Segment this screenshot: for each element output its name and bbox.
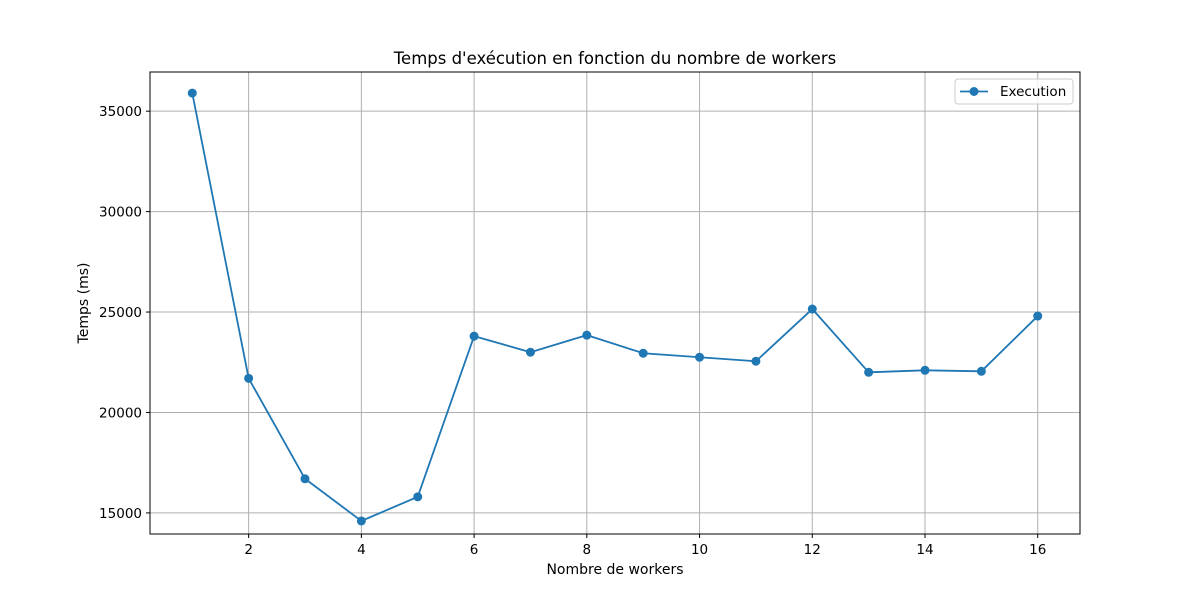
data-point: [751, 356, 761, 366]
x-tick-label: 10: [691, 542, 708, 558]
x-axis-ticks: 2 4 6 8 10 12 14 16: [244, 534, 1046, 558]
y-tick-label: 25000: [99, 305, 142, 321]
data-point: [1033, 311, 1043, 321]
data-point: [300, 474, 310, 484]
data-point: [807, 304, 817, 314]
x-tick-label: 12: [804, 542, 821, 558]
data-point: [469, 331, 479, 341]
x-tick-label: 14: [916, 542, 933, 558]
data-point: [356, 516, 366, 526]
data-point: [695, 352, 705, 362]
data-point: [582, 330, 592, 340]
data-point: [244, 373, 254, 383]
legend-marker: [969, 87, 979, 96]
grid: [150, 72, 1080, 534]
series-line: [191, 92, 1039, 522]
legend-box: [954, 78, 1074, 105]
y-tick-label: 30000: [99, 205, 142, 221]
x-tick-label: 2: [244, 542, 253, 558]
data-point: [920, 365, 930, 375]
y-axis-title: Temps (ms): [76, 263, 92, 345]
y-tick-label: 15000: [99, 506, 142, 522]
data-point: [638, 348, 648, 358]
data-point: [525, 347, 535, 357]
plot-area-frame: [149, 71, 1081, 535]
data-point: [864, 367, 874, 377]
legend-label: Execution: [1000, 84, 1066, 100]
y-axis-ticks: 15000 20000 25000 30000 35000: [99, 104, 150, 522]
x-axis-title: Nombre de workers: [546, 562, 683, 578]
x-tick-label: 8: [583, 542, 592, 558]
series-layer: [187, 88, 1043, 526]
y-tick-label: 35000: [99, 104, 142, 120]
x-tick-label: 16: [1029, 542, 1046, 558]
y-tick-label: 20000: [99, 405, 142, 421]
x-tick-label: 6: [470, 542, 479, 558]
data-point: [187, 88, 197, 98]
data-point: [413, 492, 423, 502]
x-tick-label: 4: [357, 542, 366, 558]
data-point: [976, 366, 986, 376]
chart-title: Temps d'exécution en fonction du nombre …: [393, 49, 836, 68]
legend: Execution: [954, 78, 1074, 105]
